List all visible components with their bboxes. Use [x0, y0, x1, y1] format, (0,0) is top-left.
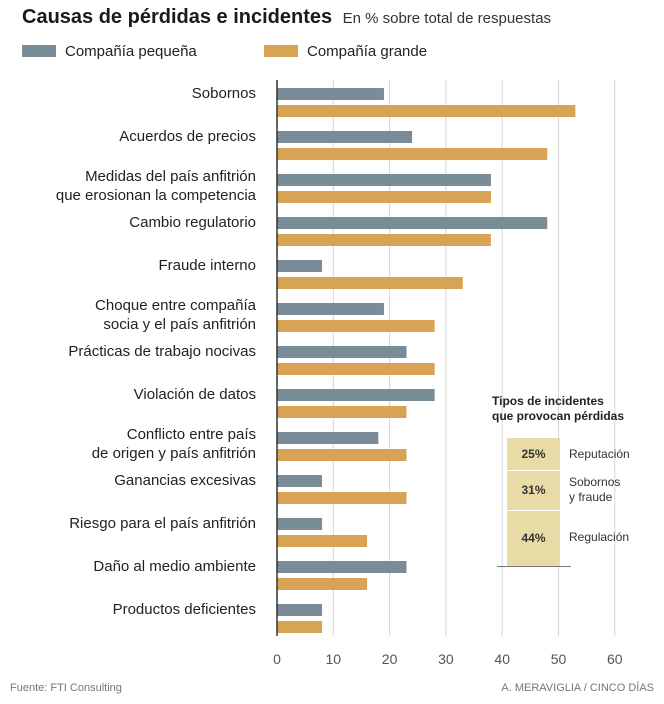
inset-pct-0: 25%: [521, 447, 546, 461]
x-tick-label-40: 40: [494, 651, 510, 667]
bar-small-4: [277, 260, 323, 272]
inset-baseline: [497, 566, 571, 567]
inset-title: Tipos de incidentes que provocan pérdida…: [492, 394, 624, 424]
bar-large-9: [277, 492, 407, 504]
legend-swatch-large: [264, 45, 298, 58]
bar-small-2: [277, 174, 491, 186]
legend-label-large: Compañía grande: [307, 43, 428, 60]
inset-title-line2: que provocan pérdidas: [492, 409, 625, 423]
credit-note: A. MERAVIGLIA / CINCO DÍAS: [501, 682, 654, 694]
chart-subtitle: En % sobre total de respuestas: [342, 10, 552, 27]
bar-small-10: [277, 518, 323, 530]
category-label-10: Riesgo para el país anfitrión: [69, 515, 256, 532]
bar-large-0: [277, 105, 576, 117]
category-label-3: Cambio regulatorio: [129, 214, 256, 231]
bar-small-9: [277, 475, 323, 487]
bar-large-1: [277, 148, 548, 160]
inset-divider-2: [507, 509, 560, 511]
inset-segment-1: [507, 470, 560, 510]
bar-small-7: [277, 389, 435, 401]
bar-small-8: [277, 432, 379, 444]
category-label-6: Prácticas de trabajo nocivas: [68, 343, 256, 360]
bar-small-11: [277, 561, 407, 573]
inset-label-1: Sobornos y fraude: [569, 474, 621, 504]
category-label-9: Ganancias excesivas: [114, 472, 256, 489]
inset-segment-0: [507, 438, 560, 470]
legend-label-small: Compañía pequeña: [65, 43, 197, 60]
legend-item-large: Compañía grande: [264, 43, 427, 60]
category-label-12: Productos deficientes: [112, 601, 256, 618]
bar-large-8: [277, 449, 407, 461]
inset-title-line1: Tipos de incidentes: [492, 394, 604, 408]
bar-small-3: [277, 217, 548, 229]
category-label-2: Medidas del país anfitrión que erosionan …: [55, 168, 256, 204]
x-tick-label-20: 20: [382, 651, 398, 667]
x-tick-label-10: 10: [326, 651, 342, 667]
category-label-5: Choque entre compañía socia y el país anf…: [95, 297, 256, 333]
inset-pct-2: 44%: [521, 530, 546, 545]
source-note: Fuente: FTI Consulting: [10, 682, 122, 694]
bar-large-11: [277, 578, 368, 590]
category-label-8: Conflicto entre país de origen y país anf…: [91, 426, 256, 462]
bar-small-5: [277, 303, 384, 315]
bar-large-3: [277, 234, 491, 246]
bar-small-0: [277, 88, 384, 100]
x-tick-label-50: 50: [551, 651, 567, 667]
legend-swatch-small: [22, 45, 56, 58]
bar-large-2: [277, 191, 491, 203]
bar-large-5: [277, 320, 435, 332]
inset-label-2: Regulación: [569, 530, 630, 545]
bar-small-6: [277, 346, 407, 358]
inset-pct-1: 31%: [521, 482, 546, 497]
inset-label-0: Reputación: [569, 446, 630, 461]
x-tick-label-60: 60: [607, 651, 623, 667]
category-label-7: Violación de datos: [133, 386, 256, 403]
chart-title: Causas de pérdidas e incidentes: [22, 6, 333, 28]
bar-small-12: [277, 604, 323, 616]
x-tick-label-0: 0: [273, 651, 281, 667]
x-tick-label-30: 30: [438, 651, 454, 667]
bar-large-4: [277, 277, 463, 289]
category-label-4: Fraude interno: [158, 257, 256, 274]
title-row: Causas de pérdidas e incidentes En % sob…: [22, 6, 551, 29]
bar-large-6: [277, 363, 435, 375]
inset-segment-2: [507, 509, 560, 566]
category-label-11: Daño al medio ambiente: [93, 558, 256, 575]
bar-small-1: [277, 131, 413, 143]
legend-item-small: Compañía pequeña: [22, 43, 197, 60]
category-label-1: Acuerdos de precios: [119, 128, 256, 145]
category-label-0: Sobornos: [191, 85, 256, 102]
inset-divider-1: [507, 470, 560, 471]
bar-large-10: [277, 535, 368, 547]
bar-large-12: [277, 621, 323, 633]
bar-large-7: [277, 406, 407, 418]
